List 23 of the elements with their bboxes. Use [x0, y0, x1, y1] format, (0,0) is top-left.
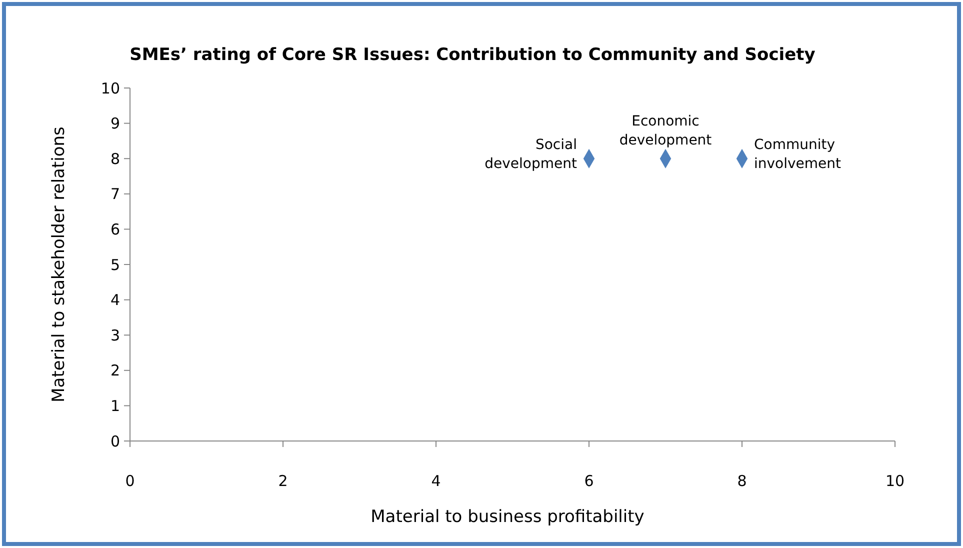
y-tick-label: 0 [110, 432, 120, 450]
x-axis-title: Material to business profitability [370, 507, 644, 527]
y-tick-label: 5 [110, 256, 120, 274]
x-tick-label: 0 [125, 472, 135, 490]
x-tick-label: 6 [584, 472, 594, 490]
annotation: Social development [484, 137, 578, 172]
y-tick-label: 3 [110, 326, 120, 344]
chart-title: SMEs’ rating of Core SR Issues: Contribution to Community and Society [130, 45, 816, 65]
y-tick-label: 9 [110, 114, 120, 133]
y-axis-title: Material to stakeholder relations [49, 126, 69, 402]
y-tick-label: 7 [110, 185, 120, 204]
x-tick-label: 8 [737, 472, 747, 490]
x-tick-label: 4 [431, 472, 441, 490]
annotation: Economic development [619, 114, 712, 149]
y-tick-label: 2 [110, 362, 120, 380]
y-tick-label: 4 [110, 291, 120, 310]
y-tick-label: 8 [110, 150, 120, 168]
y-tick-label: 10 [100, 79, 120, 98]
y-tick-label: 6 [110, 220, 120, 238]
y-tick-label: 1 [110, 396, 120, 415]
x-tick-label: 10 [885, 472, 905, 490]
x-tick-label: 2 [278, 472, 288, 490]
annotation: Community involvement [754, 137, 842, 172]
